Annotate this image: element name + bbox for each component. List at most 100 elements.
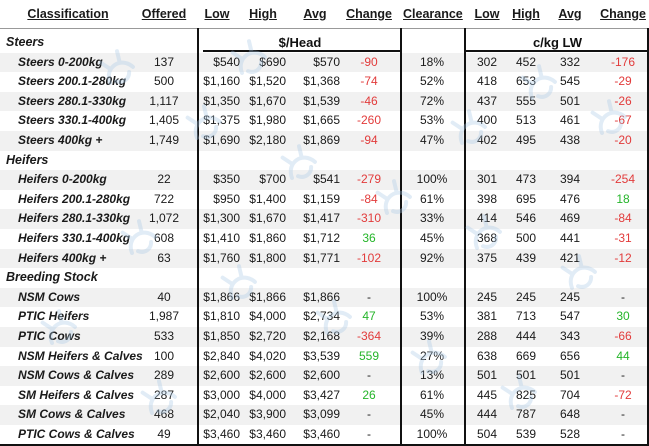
table-row: Steers 400kg + 1,749 $1,690 $2,180 $1,869 -94… [0, 131, 649, 151]
cell-ck-change: -72 [614, 387, 632, 402]
cell-high: $4,000 [249, 309, 286, 324]
cell-avg: $1,159 [303, 191, 340, 206]
cell-avg: $1,869 [303, 133, 340, 147]
section-title: Steers [6, 35, 45, 49]
cell-high: $4,020 [249, 348, 286, 363]
cell-low: $540 [213, 54, 240, 69]
table-right-border [647, 28, 649, 446]
cell-ck-avg: 461 [559, 113, 581, 128]
row-label: Steers 0-200kg [18, 54, 103, 69]
cell-ck-high: 825 [515, 387, 537, 402]
row-label: PTIC Cows [18, 329, 81, 343]
cell-ck-change: 30 [616, 309, 630, 324]
cell-ck-avg: 394 [559, 172, 581, 187]
cell-ck-low: 301 [476, 172, 498, 187]
cell-offered: 1,405 [148, 113, 180, 128]
table-row: Heifers 200.1-280kg 722 $950 $1,400 $1,159 -8… [0, 190, 649, 210]
cell-change: 36 [362, 231, 376, 245]
cell-ck-change: -176 [610, 54, 636, 69]
table-row: Heifers 400kg + 63 $1,760 $1,800 $1,771 -102 9… [0, 248, 649, 269]
cell-high: $2,720 [249, 329, 286, 343]
row-label: SM Cows & Calves [18, 407, 126, 422]
cell-ck-low: 437 [476, 93, 498, 108]
cell-avg: $1,712 [303, 231, 340, 245]
cell-ck-low: 302 [476, 54, 498, 69]
cell-avg: $1,417 [303, 211, 340, 226]
cell-offered: 608 [153, 231, 175, 245]
cell-ck-low: 381 [476, 309, 498, 324]
cell-offered: 40 [157, 289, 171, 304]
header-classification: Classification [27, 7, 109, 21]
row-label: NSM Cows & Calves [18, 368, 135, 383]
cell-ck-low: 444 [476, 407, 498, 422]
row-label: PTIC Cows & Calves [18, 427, 135, 441]
cell-offered: 1,987 [148, 309, 180, 324]
cell-ck-low: 638 [476, 348, 498, 363]
cell-clearance: 100% [416, 427, 448, 441]
ckg-unit-underline [466, 50, 649, 52]
table-row: Heifers 330.1-400kg 608 $1,410 $1,860 $1,712… [0, 229, 649, 249]
table-row: NSM Cows 40 $1,866 $1,866 $1,866 - 100% 245 245 2… [0, 287, 649, 308]
cell-clearance: 61% [419, 191, 445, 206]
header-ckg-change: Change [600, 7, 646, 21]
cell-avg: $2,168 [303, 329, 340, 343]
cell-change: - [367, 427, 371, 441]
cell-change: 47 [362, 309, 376, 324]
header-ckg-avg: Avg [558, 7, 582, 21]
cell-clearance: 27% [419, 348, 445, 363]
cell-low: $1,350 [203, 93, 240, 108]
cell-ck-high: 473 [515, 172, 537, 187]
cell-offered: 1,749 [148, 133, 180, 147]
cell-ck-low: 400 [476, 113, 498, 128]
cell-low: $1,300 [203, 211, 240, 226]
cell-avg: $1,866 [303, 289, 340, 304]
table-row: Steers 280.1-330kg 1,117 $1,350 $1,670 $1,53… [0, 91, 649, 112]
row-label: Steers 280.1-330kg [18, 93, 127, 108]
cell-avg: $3,427 [303, 387, 340, 402]
cell-offered: 49 [157, 427, 171, 441]
divider-after-clearance [464, 28, 466, 446]
cell-ck-high: 495 [515, 133, 537, 147]
cell-ck-avg: 656 [559, 348, 581, 363]
cell-low: $1,866 [203, 289, 240, 304]
header-avg: Avg [303, 7, 327, 21]
row-label: Heifers 330.1-400kg [18, 231, 131, 245]
cell-change: -84 [360, 191, 378, 206]
cell-clearance: 45% [419, 407, 445, 422]
cell-clearance: 61% [419, 387, 445, 402]
cell-ck-change: -12 [614, 250, 632, 265]
cell-high: $700 [259, 172, 286, 187]
table-row: Steers 200.1-280kg 500 $1,160 $1,520 $1,368 -… [0, 72, 649, 92]
cell-low: $1,760 [203, 250, 240, 265]
cell-ck-high: 501 [515, 368, 537, 383]
cell-ck-high: 653 [515, 74, 537, 89]
cell-ck-avg: 545 [559, 74, 581, 89]
cell-ck-high: 555 [515, 93, 537, 108]
cell-avg: $1,539 [303, 93, 340, 108]
cell-offered: 468 [153, 407, 175, 422]
row-label: Heifers 400kg + [18, 250, 107, 265]
cell-avg: $2,600 [303, 368, 340, 383]
header-change: Change [346, 7, 392, 21]
cell-ck-change: - [621, 427, 625, 441]
cell-avg: $1,665 [303, 113, 340, 128]
cell-high: $3,460 [249, 427, 286, 441]
cell-ck-avg: 469 [559, 211, 581, 226]
header-rule [0, 28, 649, 29]
cell-change: -90 [360, 54, 378, 69]
cell-change: - [367, 407, 371, 422]
cell-ck-avg: 343 [559, 329, 581, 343]
row-label: PTIC Heifers [18, 309, 90, 324]
cell-clearance: 47% [419, 133, 445, 147]
cell-ck-change: -20 [614, 133, 632, 147]
cell-low: $1,810 [203, 309, 240, 324]
cell-ck-change: -31 [614, 231, 632, 245]
cell-clearance: 53% [419, 309, 445, 324]
cell-ck-low: 504 [476, 427, 498, 441]
cell-ck-avg: 332 [559, 54, 581, 69]
cell-clearance: 13% [419, 368, 445, 383]
cell-high: $1,670 [249, 93, 286, 108]
row-label: Heifers 280.1-330kg [18, 211, 131, 226]
cell-ck-avg: 501 [559, 368, 581, 383]
